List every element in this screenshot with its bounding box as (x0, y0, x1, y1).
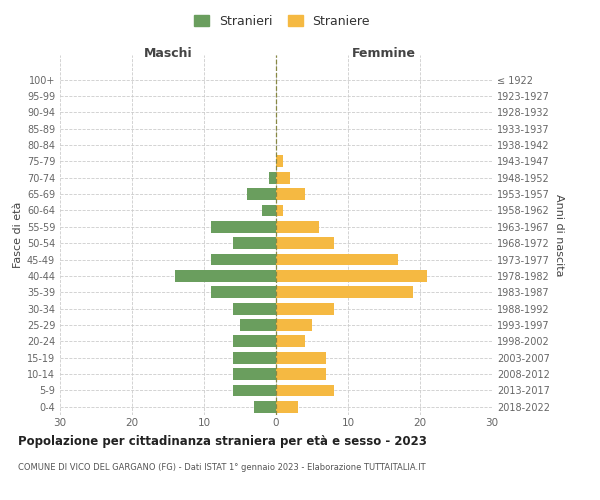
Bar (254, 401, 276, 412)
Text: Popolazione per cittadinanza straniera per età e sesso - 2023: Popolazione per cittadinanza straniera p… (18, 435, 427, 448)
Bar (276, 270, 427, 282)
Bar (211, 286, 276, 298)
Bar (276, 238, 334, 249)
Bar (276, 401, 298, 412)
Bar (276, 384, 334, 396)
Bar (247, 188, 276, 200)
Y-axis label: Fasce di età: Fasce di età (13, 202, 23, 268)
Bar (276, 188, 305, 200)
Text: COMUNE DI VICO DEL GARGANO (FG) - Dati ISTAT 1° gennaio 2023 - Elaborazione TUTT: COMUNE DI VICO DEL GARGANO (FG) - Dati I… (18, 462, 425, 471)
Bar (276, 221, 319, 232)
Bar (276, 368, 326, 380)
Text: Femmine: Femmine (352, 47, 416, 60)
Bar (276, 319, 312, 331)
Legend: Stranieri, Straniere: Stranieri, Straniere (190, 11, 374, 32)
Bar (233, 368, 276, 380)
Bar (233, 302, 276, 314)
Bar (240, 319, 276, 331)
Bar (276, 286, 413, 298)
Bar (211, 221, 276, 232)
Bar (211, 254, 276, 266)
Text: Maschi: Maschi (143, 47, 193, 60)
Bar (276, 156, 283, 168)
Bar (276, 204, 283, 216)
Y-axis label: Anni di nascita: Anni di nascita (554, 194, 564, 276)
Bar (276, 352, 326, 364)
Bar (276, 172, 290, 184)
Bar (233, 384, 276, 396)
Bar (233, 336, 276, 347)
Bar (262, 204, 276, 216)
Bar (175, 270, 276, 282)
Bar (276, 336, 305, 347)
Bar (233, 352, 276, 364)
Bar (276, 302, 334, 314)
Bar (276, 254, 398, 266)
Bar (233, 238, 276, 249)
Bar (269, 172, 276, 184)
